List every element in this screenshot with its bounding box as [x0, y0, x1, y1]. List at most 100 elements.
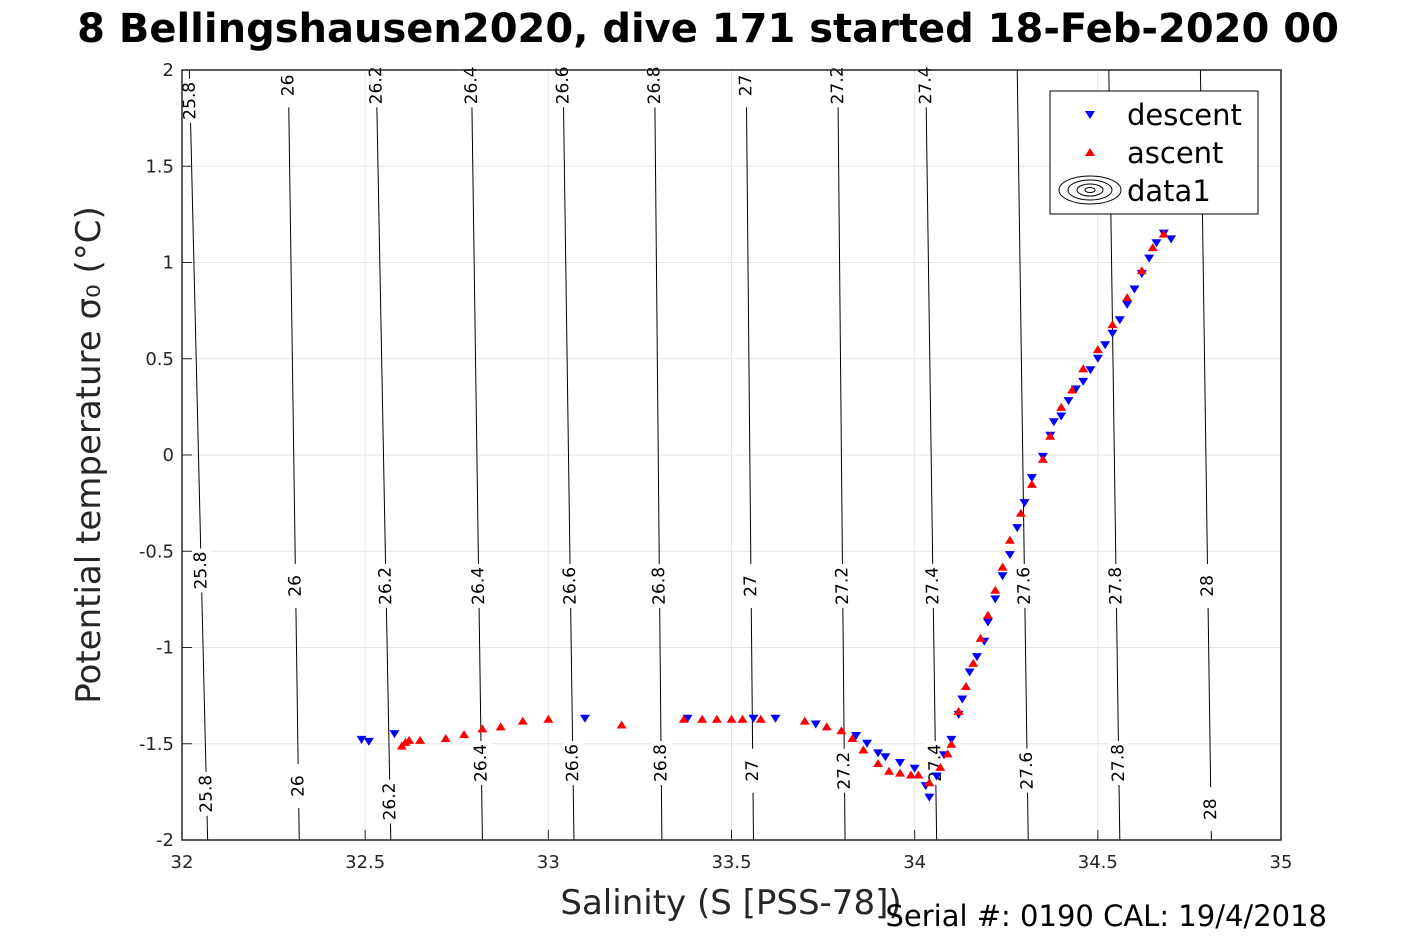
contour-27 [745, 69, 754, 841]
descent-point [1122, 300, 1133, 309]
serial-cal-footer: Serial #: 0190 CAL: 19/4/2018 [885, 899, 1327, 933]
contour-label-26.6: 26.6 [560, 567, 581, 605]
descent-point [971, 653, 982, 662]
legend: descent ascent data1 [1049, 90, 1259, 215]
descent-point [997, 572, 1008, 581]
contour-label-26.2: 26.2 [376, 567, 397, 605]
contour-label-27.8: 27.8 [1108, 744, 1129, 782]
ascent-point [975, 633, 986, 642]
contour-label-27.6: 27.6 [1014, 567, 1035, 605]
y-tick-label: 1 [163, 253, 174, 274]
ascent-point [821, 722, 832, 731]
contour-25.8 [188, 69, 209, 841]
contour-label-27.4: 27.4 [915, 66, 936, 104]
ascent-point [1078, 364, 1089, 373]
contour-label-26.6: 26.6 [562, 744, 583, 782]
ascent-point [968, 658, 979, 667]
ascent-point [495, 722, 506, 731]
y-tick-label: -0.5 [139, 541, 174, 562]
ascent-point [711, 714, 722, 723]
descent-point [931, 772, 942, 781]
legend-descent-marker [1085, 111, 1095, 119]
contour-label-27.8: 27.8 [1106, 567, 1127, 605]
ascent-point [404, 735, 415, 744]
ascent-point [1026, 479, 1037, 488]
descent-point [1078, 377, 1089, 386]
descent-point [1004, 551, 1015, 560]
y-tick-label: -1 [156, 638, 174, 659]
ascent-point [755, 714, 766, 723]
contour-label-26: 26 [288, 775, 309, 797]
descent-point [909, 764, 920, 773]
contour-26.8 [654, 69, 663, 841]
contour-label-26.6: 26.6 [553, 66, 574, 104]
contour-label-28: 28 [1198, 575, 1219, 597]
contour-label-27.2: 27.2 [827, 66, 848, 104]
descent-point [748, 714, 759, 723]
ascent-point [942, 749, 953, 758]
x-tick-label: 33 [537, 852, 560, 873]
descent-point [1151, 239, 1162, 248]
ascent-point [1107, 320, 1118, 329]
descent-point [1129, 285, 1140, 294]
descent-point [895, 759, 906, 767]
x-tick-label: 34 [903, 852, 926, 873]
descent-point [982, 618, 993, 627]
ascent-point [1056, 402, 1067, 411]
contour-label-26.4: 26.4 [468, 567, 489, 605]
y-tick-label: -1.5 [139, 734, 174, 755]
ascent-point [697, 714, 708, 723]
ascent-point [913, 770, 924, 779]
descent-point [880, 753, 891, 762]
contour-label-27.4: 27.4 [923, 567, 944, 605]
descent-point [1107, 329, 1118, 338]
legend-ascent-marker [1085, 148, 1095, 156]
x-tick-label: 32 [171, 852, 194, 873]
y-tick-label: 0 [163, 445, 174, 466]
ascent-point [1015, 508, 1026, 517]
ascent-point [873, 759, 884, 767]
contour-26 [287, 69, 300, 841]
descent-point [363, 737, 374, 746]
ascent-point [1045, 431, 1056, 440]
ascent-point [440, 733, 451, 742]
ascent-point [997, 562, 1008, 571]
descent-point [990, 595, 1001, 604]
descent-point [1092, 354, 1103, 363]
descent-point [1026, 474, 1037, 483]
y-tick-label: 2 [163, 60, 174, 81]
descent-point [1012, 524, 1023, 533]
descent-point [1056, 412, 1067, 421]
descent-point [862, 739, 873, 748]
legend-descent-label: descent [1127, 98, 1242, 132]
contour-label-27.2: 27.2 [832, 567, 853, 605]
contour-27.2 [837, 69, 846, 841]
ascent-point [953, 707, 964, 716]
descent-point [579, 714, 590, 723]
contour-label-25.8: 25.8 [180, 82, 201, 120]
ascent-point [1136, 266, 1147, 275]
contour-label-26: 26 [278, 74, 299, 96]
ascent-point [935, 762, 946, 771]
ascent-point [459, 730, 470, 739]
descent-point [810, 720, 821, 729]
contour-label-27.2: 27.2 [834, 752, 855, 790]
contour-label-26.8: 26.8 [649, 567, 670, 605]
ascent-point [1147, 243, 1158, 252]
y-tick-label: 0.5 [145, 349, 174, 370]
ascent-point [1037, 454, 1048, 463]
ascent-point [982, 610, 993, 619]
descent-point [851, 732, 862, 741]
descent-point [1085, 366, 1096, 375]
ascent-point [678, 714, 689, 723]
descent-point [1019, 499, 1030, 508]
ascent-point [726, 714, 737, 723]
ascent-point [1122, 293, 1133, 302]
contour-label-27: 27 [741, 575, 762, 597]
descent-point [389, 730, 400, 739]
contour-label-27: 27 [743, 760, 764, 782]
contour-label-26.2: 26.2 [366, 66, 387, 104]
x-tick-label: 32.5 [345, 852, 385, 873]
descent-series [356, 229, 1177, 802]
